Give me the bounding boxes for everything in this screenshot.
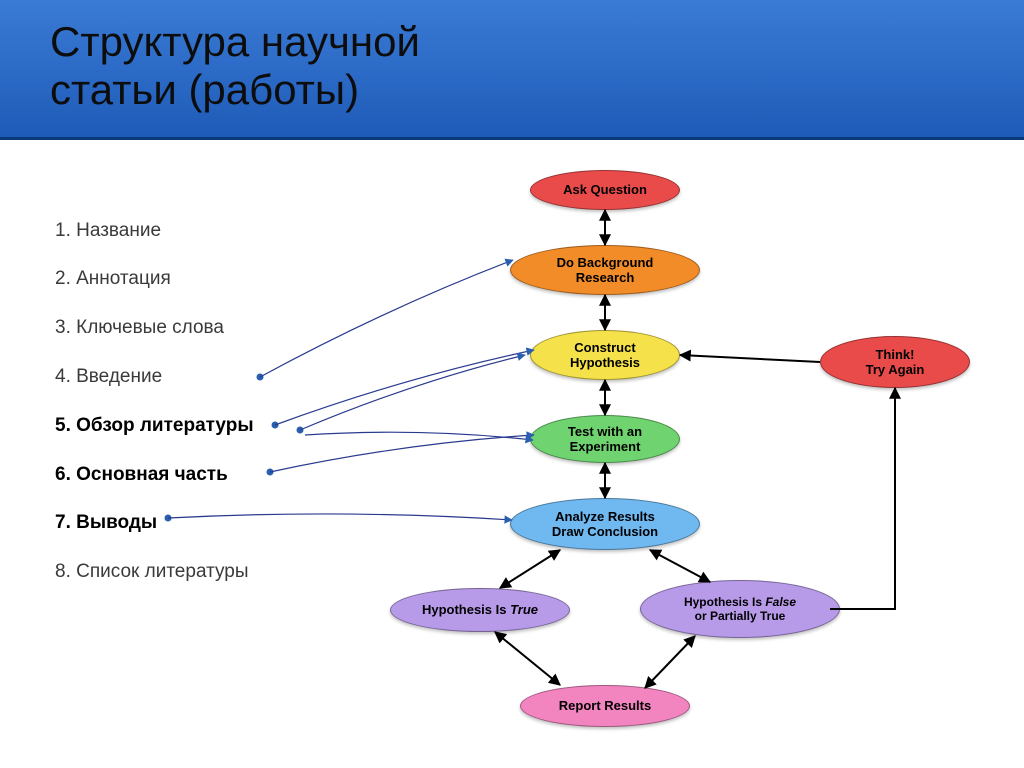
list-item-8: 8. Список литературы (55, 561, 254, 584)
list-item-3: 3. Ключевые слова (55, 317, 254, 340)
slide-title: Структура научной статьи (работы) (50, 18, 974, 115)
node-label: Think!Try Again (866, 347, 925, 377)
double-arrow-6 (495, 632, 560, 685)
connector-arrow-2 (270, 435, 534, 472)
connector-dot-4 (297, 426, 304, 433)
elbow-edge-1 (680, 355, 820, 362)
node-analyze: Analyze ResultsDraw Conclusion (510, 498, 700, 550)
node-report: Report Results (520, 685, 690, 727)
connector-dot-1 (272, 421, 279, 428)
node-label: Do BackgroundResearch (557, 255, 654, 285)
node-hyp: ConstructHypothesis (530, 330, 680, 380)
title-line-2: статьи (работы) (50, 66, 359, 113)
double-arrow-5 (650, 550, 710, 582)
node-ask: Ask Question (530, 170, 680, 210)
elbow-edge-0 (830, 388, 895, 609)
list-item-7: 7. Выводы (55, 512, 254, 535)
slide-content: 1. Название 2. Аннотация 3. Ключевые слова… (0, 140, 1024, 760)
node-label: Analyze ResultsDraw Conclusion (552, 509, 658, 539)
title-line-1: Структура научной (50, 18, 420, 65)
node-research: Do BackgroundResearch (510, 245, 700, 295)
slide-header: Структура научной статьи (работы) (0, 0, 1024, 140)
list-item-6: 6. Основная часть (55, 464, 254, 487)
node-label: Test with anExperiment (568, 424, 642, 454)
node-false: Hypothesis Is Falseor Partially True (640, 580, 840, 638)
list-item-5: 5. Обзор литературы (55, 415, 254, 438)
list-item-2: 2. Аннотация (55, 268, 254, 291)
double-arrow-7 (645, 636, 695, 688)
node-label: Report Results (559, 698, 651, 713)
connector-dot-2 (267, 468, 274, 475)
connector-arrow-0 (260, 260, 513, 377)
connector-arrow-4 (300, 355, 525, 430)
structure-list: 1. Название 2. Аннотация 3. Ключевые слова… (55, 220, 254, 610)
node-true: Hypothesis Is True (390, 588, 570, 632)
node-label: Ask Question (563, 182, 647, 197)
node-think: Think!Try Again (820, 336, 970, 388)
connector-arrow-1 (275, 350, 534, 425)
double-arrow-4 (500, 550, 560, 588)
node-label: ConstructHypothesis (570, 340, 640, 370)
node-label: Hypothesis Is True (422, 602, 538, 617)
list-item-4: 4. Введение (55, 366, 254, 389)
connector-dot-0 (257, 373, 264, 380)
node-test: Test with anExperiment (530, 415, 680, 463)
connector-arrow-5 (305, 432, 533, 440)
list-item-1: 1. Название (55, 220, 254, 243)
node-label: Hypothesis Is Falseor Partially True (684, 595, 796, 623)
